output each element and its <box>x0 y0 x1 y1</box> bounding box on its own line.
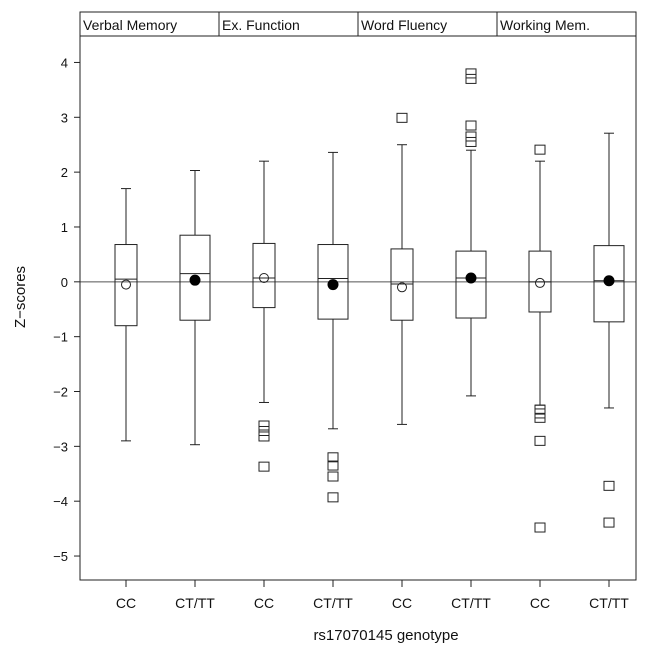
box-group <box>317 151 349 503</box>
x-tick-label: CC <box>116 595 136 611</box>
outlier-point <box>465 120 477 131</box>
outlier-point <box>534 412 546 423</box>
outlier-point <box>603 517 615 528</box>
box-group <box>252 160 276 472</box>
box-group <box>114 188 138 442</box>
outlier-point <box>258 425 270 436</box>
panel-title: Ex. Function <box>222 17 300 33</box>
y-axis: −5 −4 −3 −2 −1 0 1 2 3 4 <box>53 55 80 564</box>
box-group <box>390 112 414 425</box>
y-tick-label: −2 <box>53 385 68 400</box>
outlier-point <box>534 144 546 155</box>
x-tick-label: CT/TT <box>451 595 491 611</box>
mean-marker <box>189 274 201 286</box>
y-tick-label: −1 <box>53 330 68 345</box>
outlier-point <box>534 522 546 533</box>
x-axis: CC CT/TT CC CT/TT CC CT/TT CC CT/TT <box>116 580 629 611</box>
outlier-point <box>465 131 477 142</box>
plot-frame <box>79 11 637 581</box>
iqr-box <box>317 244 349 320</box>
outlier-point <box>258 431 270 442</box>
iqr-box <box>390 248 414 321</box>
mean-marker <box>465 272 477 284</box>
iqr-box <box>593 245 625 323</box>
outlier-point <box>327 471 339 482</box>
y-tick-label: 1 <box>61 220 68 235</box>
x-axis-title: rs17070145 genotype <box>313 627 458 644</box>
iqr-box <box>252 242 276 309</box>
y-tick-label: −4 <box>53 494 68 509</box>
y-tick-label: −3 <box>53 439 68 454</box>
x-tick-label: CC <box>530 595 550 611</box>
y-tick-label: 2 <box>61 165 68 180</box>
box-group <box>528 144 552 533</box>
outlier-point <box>534 404 546 415</box>
panel-title: Working Mem. <box>500 17 590 33</box>
y-tick-label: 0 <box>61 275 68 290</box>
panel-title: Word Fluency <box>361 17 447 33</box>
box-group <box>179 169 211 446</box>
outlier-point <box>465 136 477 147</box>
x-tick-label: CC <box>254 595 274 611</box>
mean-marker <box>397 282 407 293</box>
outlier-point <box>465 73 477 84</box>
x-tick-label: CT/TT <box>313 595 353 611</box>
box-group <box>593 132 625 528</box>
x-tick-label: CT/TT <box>589 595 629 611</box>
mean-marker <box>121 279 131 290</box>
mean-marker <box>535 277 545 288</box>
outlier-point <box>327 460 339 471</box>
outlier-point <box>258 420 270 431</box>
iqr-box <box>114 244 138 327</box>
outlier-point <box>327 492 339 503</box>
box-group <box>455 68 487 397</box>
box-groups <box>114 68 625 533</box>
iqr-box <box>179 234 211 321</box>
mean-marker <box>327 279 339 291</box>
panel-headers: Verbal Memory Ex. Function Word Fluency Wor… <box>80 12 636 37</box>
outlier-point <box>534 435 546 446</box>
mean-marker <box>259 272 269 283</box>
iqr-box <box>455 250 487 319</box>
outlier-point <box>603 480 615 491</box>
panel-title: Verbal Memory <box>83 17 177 33</box>
x-tick-label: CT/TT <box>175 595 215 611</box>
y-tick-label: 3 <box>61 110 68 125</box>
y-tick-label: −5 <box>53 549 68 564</box>
outlier-point <box>258 461 270 472</box>
y-axis-title: Z−scores <box>12 266 29 328</box>
outlier-point <box>465 68 477 79</box>
outlier-point <box>327 452 339 463</box>
mean-marker <box>603 275 615 287</box>
outlier-point <box>396 112 408 123</box>
y-tick-label: 4 <box>61 55 68 70</box>
x-tick-label: CC <box>392 595 412 611</box>
